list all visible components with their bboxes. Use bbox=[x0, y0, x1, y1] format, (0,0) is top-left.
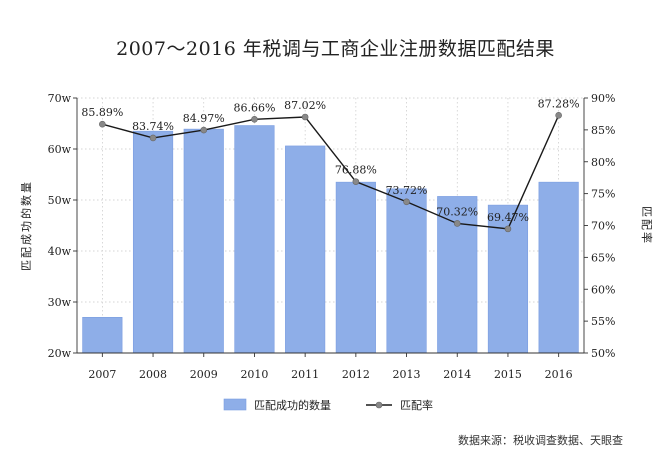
rate-point-2008 bbox=[149, 134, 157, 142]
rate-data-label: 87.28% bbox=[538, 97, 580, 110]
y2-tick-label: 60% bbox=[591, 283, 615, 296]
source-note: 数据来源：税收调查数据、天眼查 bbox=[458, 434, 623, 447]
y2-tick-label: 80% bbox=[591, 156, 615, 169]
rate-data-label: 87.02% bbox=[284, 99, 326, 112]
y2-tick-label: 90% bbox=[591, 92, 615, 105]
bar-2013 bbox=[386, 188, 427, 354]
rate-point-2010 bbox=[251, 115, 258, 123]
rate-point-2015 bbox=[504, 225, 512, 233]
bar-2014 bbox=[437, 196, 478, 354]
x-tick-label: 2015 bbox=[494, 368, 522, 381]
rate-point-2007 bbox=[99, 120, 106, 128]
rate-point-2009 bbox=[200, 126, 208, 134]
y-tick-label: 30w bbox=[48, 296, 72, 309]
legend-bar-swatch bbox=[223, 398, 247, 411]
rate-data-label: 86.66% bbox=[233, 101, 275, 114]
x-tick-label: 2014 bbox=[443, 368, 471, 381]
rate-data-label: 83.74% bbox=[132, 120, 174, 133]
y2-tick-label: 70% bbox=[591, 220, 615, 233]
y2-tick-label: 65% bbox=[591, 251, 615, 264]
rate-line bbox=[102, 115, 560, 230]
y-tick-label: 60w bbox=[48, 143, 72, 156]
bar-2016 bbox=[538, 181, 579, 354]
y-axis-title: 匹配成功的数量 bbox=[19, 180, 33, 271]
bar-2010 bbox=[234, 125, 275, 354]
x-tick-label: 2011 bbox=[291, 368, 319, 381]
rate-point-2016 bbox=[555, 112, 562, 119]
x-tick-label: 2010 bbox=[240, 368, 268, 381]
x-tick-label: 2012 bbox=[342, 368, 370, 381]
rate-data-label: 73.72% bbox=[386, 184, 428, 197]
y-tick-label: 70w bbox=[48, 92, 72, 105]
bar-2009 bbox=[183, 128, 224, 354]
legend-bar-label: 匹配成功的数量 bbox=[254, 398, 331, 412]
rate-data-label: 85.89% bbox=[81, 106, 123, 119]
y2-axis-title: 匹配率 bbox=[640, 206, 654, 245]
y2-tick-label: 55% bbox=[591, 315, 615, 328]
x-tick-label: 2013 bbox=[393, 368, 421, 381]
rate-point-2014 bbox=[453, 220, 461, 227]
bar-2008 bbox=[132, 130, 174, 354]
rate-data-label: 70.32% bbox=[436, 205, 478, 218]
y2-tick-label: 75% bbox=[591, 188, 615, 201]
rate-data-label: 76.88% bbox=[335, 164, 377, 177]
rate-data-label: 84.97% bbox=[183, 112, 225, 125]
rate-point-2013 bbox=[403, 198, 410, 206]
legend-line-marker bbox=[375, 401, 383, 409]
rate-data-label: 69.47% bbox=[487, 211, 529, 224]
legend-line-label: 匹配率 bbox=[400, 398, 433, 412]
y-tick-label: 40w bbox=[48, 245, 72, 258]
bar-2011 bbox=[285, 145, 326, 354]
bar-2012 bbox=[335, 181, 376, 354]
y2-tick-label: 50% bbox=[591, 347, 615, 360]
y-tick-label: 20w bbox=[48, 347, 72, 360]
bar-2007 bbox=[82, 316, 123, 354]
x-tick-label: 2016 bbox=[545, 368, 573, 381]
x-tick-label: 2009 bbox=[190, 368, 218, 381]
rate-point-2012 bbox=[352, 178, 360, 185]
y-tick-label: 50w bbox=[48, 194, 72, 207]
x-tick-label: 2007 bbox=[88, 368, 116, 381]
chart-title: 2007～2016 年税调与工商企业注册数据匹配结果 bbox=[116, 38, 555, 60]
y2-tick-label: 85% bbox=[591, 124, 615, 137]
rate-point-2011 bbox=[301, 113, 309, 121]
x-tick-label: 2008 bbox=[139, 368, 167, 381]
